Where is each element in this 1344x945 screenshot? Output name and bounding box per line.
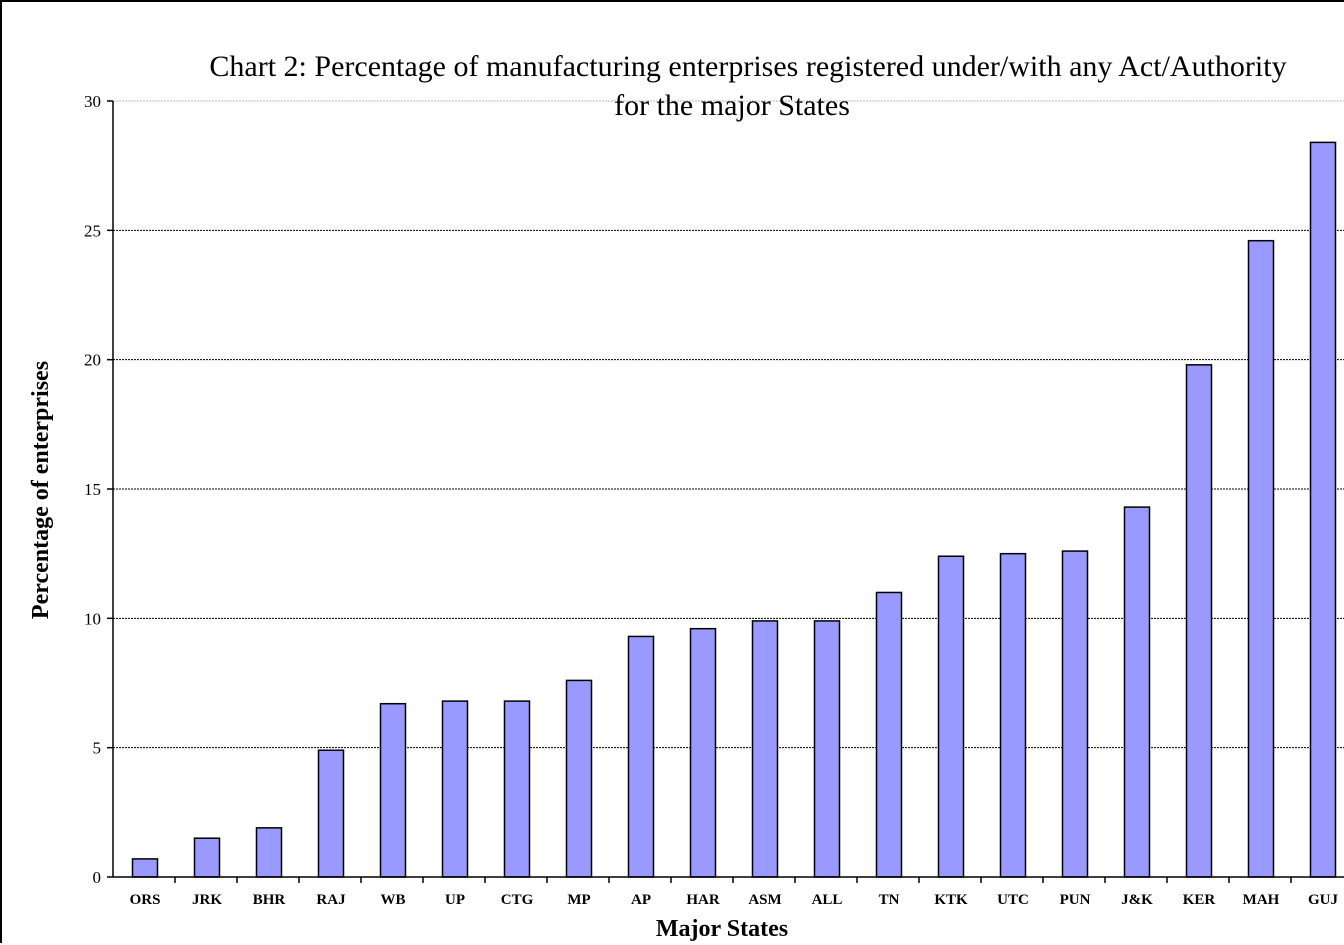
x-tick-label: J&K (1121, 892, 1153, 908)
bar-wb (379, 702, 407, 878)
x-tick-label: CTG (501, 892, 534, 908)
gridlines (113, 100, 1344, 749)
x-tick-label: ORS (130, 892, 161, 908)
y-tick-label: 20 (84, 351, 101, 370)
bar-mah (1247, 239, 1275, 878)
chart-title-line-1: Chart 2: Percentage of manufacturing ent… (209, 50, 1286, 83)
bar-jk (1123, 506, 1151, 878)
x-tick-label: TN (879, 892, 900, 908)
bar-tn (875, 591, 903, 878)
bar-raj (317, 749, 345, 878)
y-tick-label: 5 (93, 739, 102, 758)
bars (131, 141, 1337, 878)
y-tick-labels: 0 5 10 15 20 25 30 (84, 92, 113, 887)
y-axis-title: Percentage of enterprises (28, 361, 54, 619)
x-tick-label: AP (631, 892, 651, 908)
y-tick-label: 0 (93, 868, 102, 887)
x-tick-label: HAR (686, 892, 720, 908)
bar-jrk (193, 837, 221, 878)
y-tick-label: 30 (84, 92, 101, 111)
y-tick-label: 15 (84, 480, 101, 499)
x-tick-label: ALL (812, 892, 843, 908)
bar-guj (1309, 141, 1337, 878)
bar-ap (627, 635, 655, 878)
x-tick-label: MP (567, 892, 590, 908)
x-tick-label: MAH (1243, 892, 1280, 908)
x-tick-label: KER (1183, 892, 1216, 908)
bar-ker (1185, 364, 1213, 878)
bar-bhr (255, 827, 283, 878)
bar-up (441, 700, 469, 878)
chart-title-line-2: for the major States (614, 89, 850, 122)
x-axis-title: Major States (656, 916, 788, 942)
bar-asm (751, 620, 779, 878)
bar-pun (1061, 550, 1089, 878)
bar-mp (565, 679, 593, 878)
bar-ktk (937, 555, 965, 878)
x-tick-label: BHR (253, 892, 286, 908)
x-tick-label: RAJ (316, 892, 346, 908)
x-tick-label: WB (380, 892, 405, 908)
x-tick-label: UTC (997, 892, 1029, 908)
bar-ctg (503, 700, 531, 878)
x-tick-label: ASM (748, 892, 781, 908)
bar-har (689, 627, 717, 878)
x-tick-label: GUJ (1308, 892, 1339, 908)
x-tick-label: PUN (1060, 892, 1091, 908)
x-tick-label: JRK (192, 892, 222, 908)
x-tick-labels: ORS JRK BHR RAJ WB UP CTG MP AP HAR ASM ALL TN KTK UTC… (130, 877, 1339, 908)
y-tick-label: 10 (84, 609, 101, 628)
y-tick-label: 25 (84, 221, 101, 240)
bar-utc (999, 552, 1027, 878)
bar-all (813, 620, 841, 878)
x-tick-label: KTK (934, 892, 968, 908)
bar-ors (131, 858, 159, 878)
x-tick-label: UP (445, 892, 465, 908)
